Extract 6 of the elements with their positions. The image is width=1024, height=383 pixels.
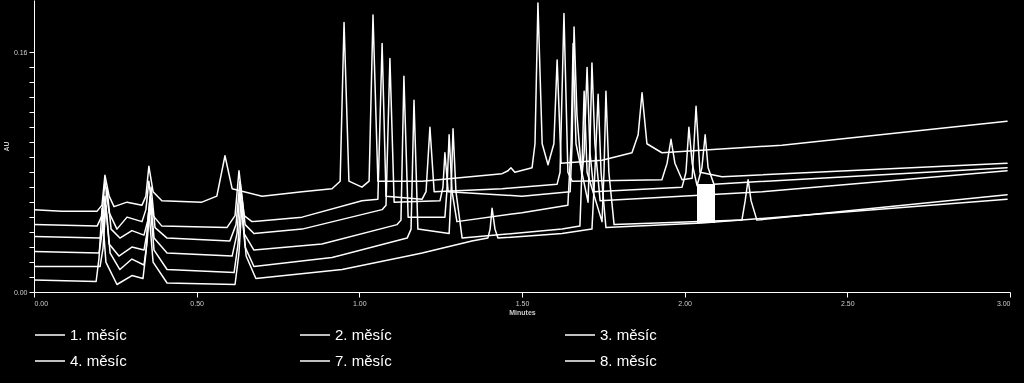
legend-label: 7. měsíc xyxy=(335,352,393,369)
legend-label: 8. měsíc xyxy=(600,352,658,369)
legend-label: 2. měsíc xyxy=(335,326,393,343)
legend-label: 1. měsíc xyxy=(70,326,128,343)
legend-label: 3. měsíc xyxy=(600,326,658,343)
legend-label: 4. měsíc xyxy=(70,352,128,369)
